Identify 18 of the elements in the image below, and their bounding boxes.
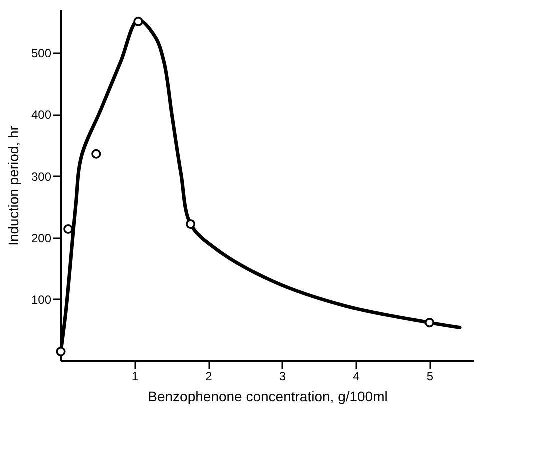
- x-tick-label: 1: [132, 370, 139, 384]
- x-axis-title: Benzophenone concentration, g/100ml: [148, 388, 388, 404]
- point: [64, 224, 74, 234]
- x-tick-label: 2: [206, 370, 213, 384]
- point: [134, 16, 144, 26]
- x-tick-label: 5: [426, 370, 434, 384]
- point: [92, 149, 102, 159]
- y-tick-label: 200: [31, 231, 52, 246]
- point: [56, 347, 66, 357]
- y-tick-label: 500: [31, 46, 52, 61]
- y-tick-label: 100: [31, 292, 52, 307]
- x-tick-label: 4: [353, 370, 360, 384]
- y-tick-label: 400: [31, 108, 52, 122]
- y-tick-label: 300: [31, 170, 52, 184]
- point: [424, 318, 435, 328]
- point: [186, 220, 196, 230]
- y-axis-title: Induction period, hr: [5, 126, 22, 246]
- x-tick-label: 3: [279, 370, 286, 384]
